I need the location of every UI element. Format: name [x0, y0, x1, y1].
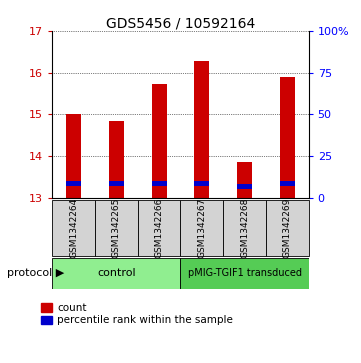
Text: control: control	[97, 268, 136, 278]
Bar	[194, 181, 209, 186]
Bar	[237, 162, 252, 198]
Text: GSM1342264: GSM1342264	[69, 198, 78, 258]
Bar	[109, 181, 124, 186]
Text: pMIG-TGIF1 transduced: pMIG-TGIF1 transduced	[188, 268, 301, 278]
Bar	[180, 200, 223, 256]
Bar	[52, 258, 180, 289]
Bar	[223, 200, 266, 256]
Bar	[180, 258, 309, 289]
Bar	[52, 200, 95, 256]
Bar	[138, 200, 180, 256]
Text: GSM1342265: GSM1342265	[112, 197, 121, 258]
Bar	[194, 61, 209, 198]
Text: GSM1342269: GSM1342269	[283, 197, 292, 258]
Text: protocol ▶: protocol ▶	[7, 268, 65, 278]
Bar	[152, 84, 167, 198]
Bar	[266, 200, 309, 256]
Text: GSM1342267: GSM1342267	[197, 197, 206, 258]
Bar	[109, 121, 124, 198]
Bar	[66, 181, 81, 186]
Text: GDS5456 / 10592164: GDS5456 / 10592164	[106, 16, 255, 30]
Bar	[280, 181, 295, 186]
Bar	[237, 184, 252, 189]
Bar	[152, 181, 167, 186]
Text: GSM1342268: GSM1342268	[240, 197, 249, 258]
Bar	[280, 77, 295, 198]
Bar	[66, 114, 81, 198]
Bar	[95, 200, 138, 256]
Legend: count, percentile rank within the sample: count, percentile rank within the sample	[41, 303, 233, 326]
Text: GSM1342266: GSM1342266	[155, 197, 164, 258]
